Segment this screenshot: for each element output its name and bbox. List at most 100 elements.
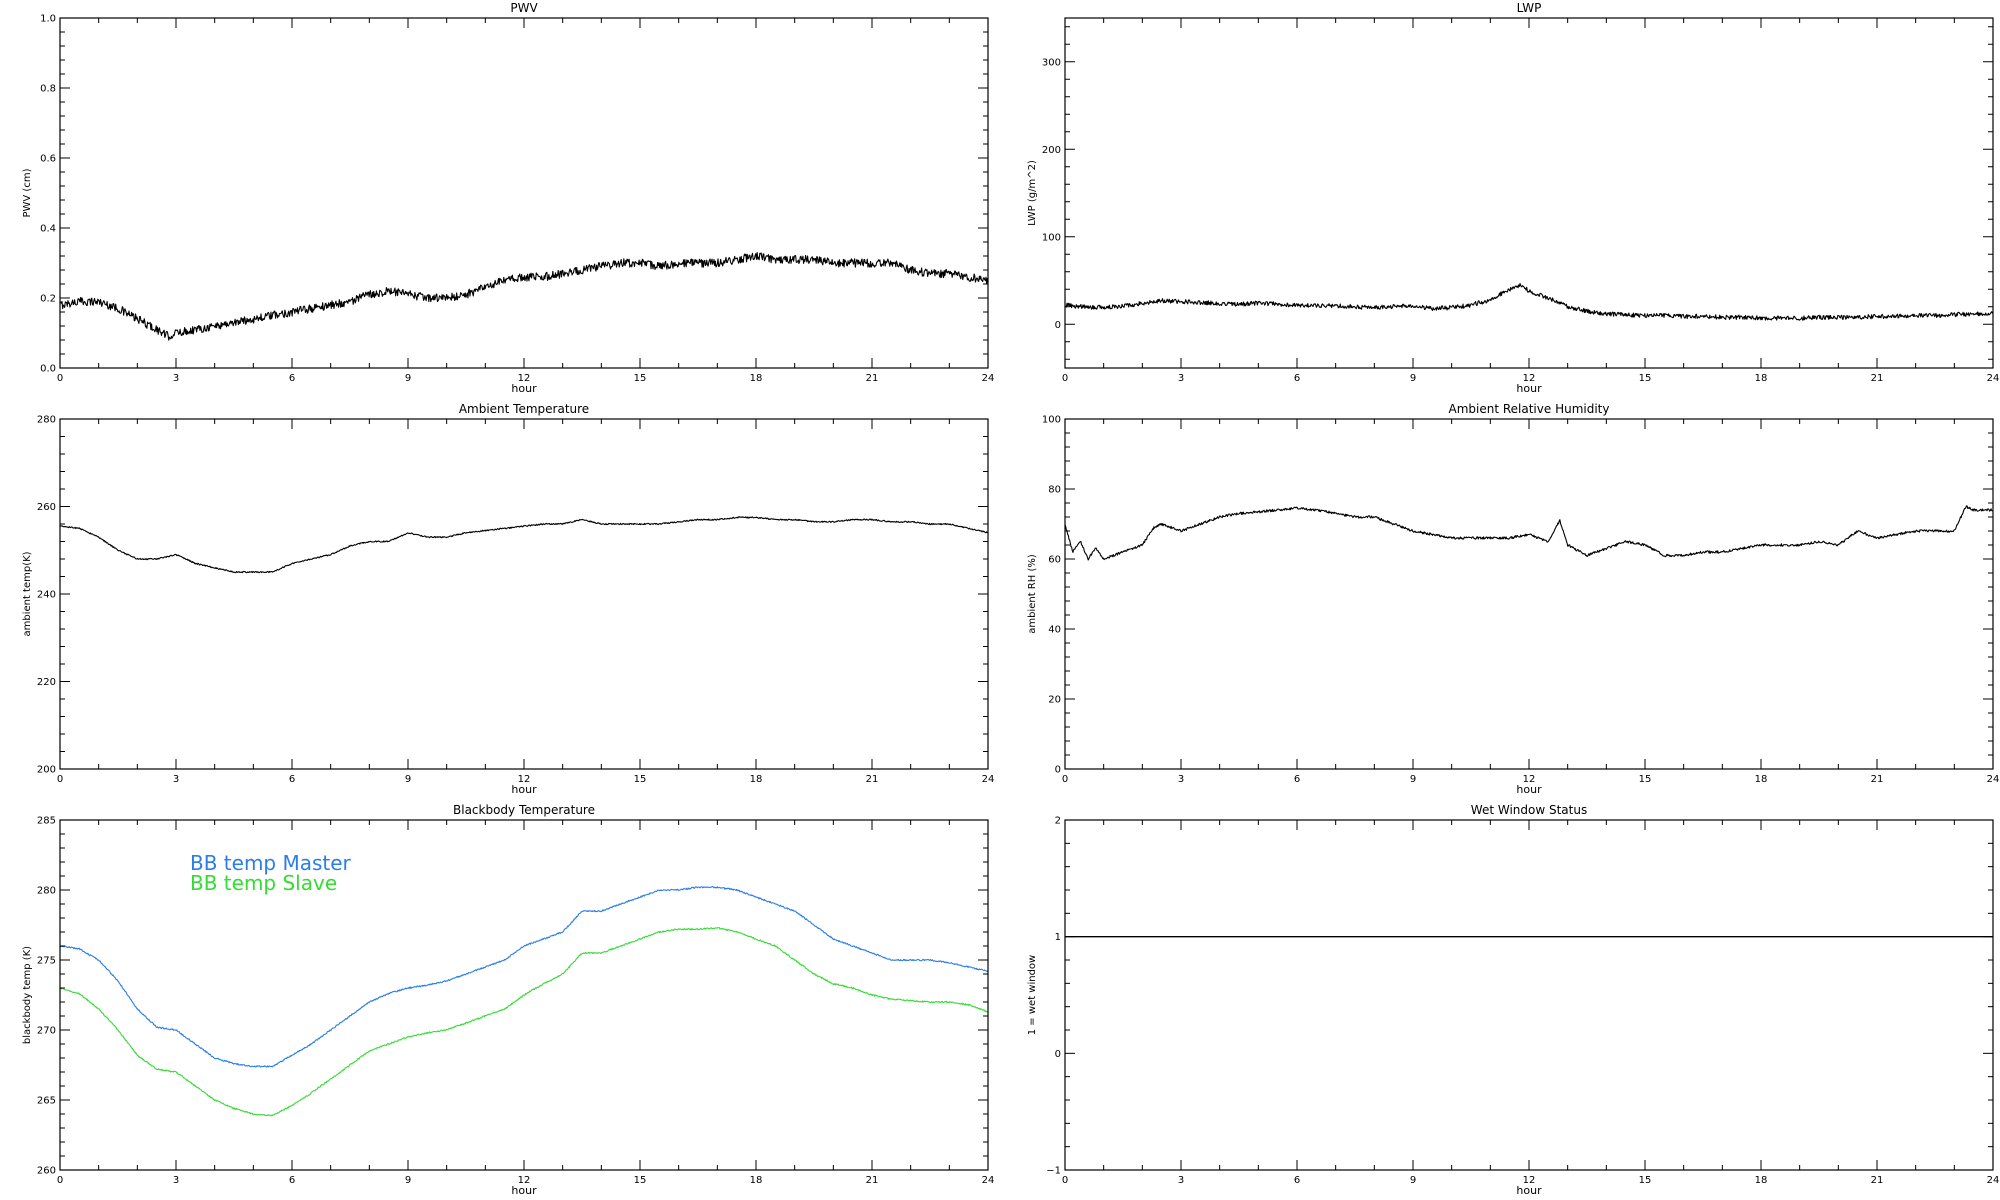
series-line-0 <box>60 516 988 574</box>
x-tick-label: 21 <box>866 373 879 384</box>
chart-panel-wet-window-status: Wet Window Status hour 1 = wet window 0 3 6 9 1… <box>1027 803 1999 1197</box>
x-tick-label: 21 <box>866 774 879 785</box>
x-tick-label: 18 <box>750 1175 763 1186</box>
series-line-0 <box>1065 282 1993 321</box>
x-tick-label: 12 <box>518 774 531 785</box>
y-tick-label: 100 <box>1042 415 1061 426</box>
series-line-0 <box>60 885 988 1068</box>
y-tick-label: 220 <box>37 677 56 688</box>
y-tick-label: 80 <box>1048 485 1061 496</box>
legend-entry: BB temp Slave <box>190 871 337 895</box>
y-tick-label: 260 <box>37 502 56 513</box>
x-tick-label: 12 <box>1523 774 1536 785</box>
y-tick-label: 285 <box>37 816 56 827</box>
x-tick-label: 6 <box>1294 774 1300 785</box>
x-tick-label: 15 <box>634 774 647 785</box>
chart-panel-ambient-relative-humidity: Ambient Relative Humidity hour ambient RH … <box>1027 402 1999 796</box>
y-tick-label: 2 <box>1055 816 1061 827</box>
x-axis-label: hour <box>1516 783 1542 796</box>
y-tick-label: 0.4 <box>40 224 56 235</box>
y-axis-label: PWV (cm) <box>22 168 33 217</box>
x-axis-label: hour <box>511 783 537 796</box>
y-tick-label: 0 <box>1055 765 1061 776</box>
chart-title: Wet Window Status <box>1471 803 1587 817</box>
x-tick-label: 3 <box>173 373 179 384</box>
x-tick-label: 24 <box>1987 373 2000 384</box>
y-tick-label: 280 <box>37 886 56 897</box>
x-tick-label: 6 <box>289 1175 295 1186</box>
x-tick-label: 9 <box>405 774 411 785</box>
x-axis-label: hour <box>511 1184 537 1197</box>
x-tick-label: 21 <box>1871 1175 1884 1186</box>
chart-panel-ambient-temperature: Ambient Temperature hour ambient temp(K) 0 3… <box>22 402 994 796</box>
chart-title: PWV <box>510 1 538 15</box>
y-tick-label: 1.0 <box>40 14 56 25</box>
x-tick-label: 9 <box>405 373 411 384</box>
y-axis-label: blackbody temp (K) <box>22 946 33 1044</box>
x-tick-label: 15 <box>634 373 647 384</box>
y-tick-label: 265 <box>37 1096 56 1107</box>
x-tick-label: 15 <box>1639 774 1652 785</box>
x-tick-label: 21 <box>1871 373 1884 384</box>
plot-frame <box>1064 17 1994 369</box>
plot-frame <box>1064 819 1994 1171</box>
x-tick-label: 18 <box>750 373 763 384</box>
x-tick-label: 6 <box>289 373 295 384</box>
series-line-0 <box>60 251 988 341</box>
x-tick-label: 0 <box>1062 373 1068 384</box>
x-tick-label: 24 <box>1987 1175 2000 1186</box>
x-tick-label: 9 <box>1410 1175 1416 1186</box>
x-tick-label: 0 <box>57 373 63 384</box>
y-tick-label: 275 <box>37 956 56 967</box>
chart-title: LWP <box>1517 1 1542 15</box>
y-axis-label: 1 = wet window <box>1027 955 1038 1035</box>
y-tick-label: 300 <box>1042 57 1061 68</box>
y-tick-label: 200 <box>37 765 56 776</box>
x-tick-label: 21 <box>866 1175 879 1186</box>
x-tick-label: 18 <box>1755 774 1768 785</box>
x-tick-label: 3 <box>1178 774 1184 785</box>
y-tick-label: 100 <box>1042 232 1061 243</box>
y-tick-label: −1 <box>1046 1166 1061 1177</box>
y-tick-label: 60 <box>1048 555 1061 566</box>
y-tick-label: 0 <box>1055 1049 1061 1060</box>
y-tick-label: 260 <box>37 1166 56 1177</box>
x-tick-label: 3 <box>1178 1175 1184 1186</box>
x-tick-label: 24 <box>982 774 995 785</box>
x-tick-label: 15 <box>1639 373 1652 384</box>
series-line-1 <box>60 927 988 1117</box>
y-axis-label: ambient temp(K) <box>22 551 33 636</box>
chart-panel-lwp: LWP hour LWP (g/m^2) 0 3 6 9 12 15 18 21 24 0 100 200 3… <box>1027 1 1999 395</box>
y-tick-label: 0.8 <box>40 84 56 95</box>
y-tick-label: 270 <box>37 1026 56 1037</box>
x-tick-label: 6 <box>289 774 295 785</box>
x-tick-label: 0 <box>57 1175 63 1186</box>
x-tick-label: 12 <box>1523 1175 1536 1186</box>
chart-title: Ambient Relative Humidity <box>1449 402 1610 416</box>
y-tick-label: 0 <box>1055 320 1061 331</box>
y-axis-label: ambient RH (%) <box>1027 554 1038 634</box>
x-axis-label: hour <box>1516 1184 1542 1197</box>
y-tick-label: 0.2 <box>40 294 56 305</box>
plot-frame <box>59 17 989 369</box>
x-tick-label: 9 <box>1410 774 1416 785</box>
x-tick-label: 24 <box>982 1175 995 1186</box>
y-tick-label: 20 <box>1048 695 1061 706</box>
x-tick-label: 3 <box>173 1175 179 1186</box>
chart-title: Ambient Temperature <box>459 402 589 416</box>
x-axis-label: hour <box>1516 382 1542 395</box>
x-tick-label: 0 <box>57 774 63 785</box>
x-axis-label: hour <box>511 382 537 395</box>
x-tick-label: 18 <box>750 774 763 785</box>
y-tick-label: 1 <box>1055 932 1061 943</box>
x-tick-label: 0 <box>1062 774 1068 785</box>
plot-frame <box>1064 418 1994 770</box>
chart-panel-blackbody-temperature: Blackbody Temperature hour blackbody temp … <box>22 803 994 1197</box>
x-tick-label: 24 <box>982 373 995 384</box>
chart-title: Blackbody Temperature <box>453 803 595 817</box>
x-tick-label: 9 <box>405 1175 411 1186</box>
x-tick-label: 12 <box>518 1175 531 1186</box>
x-tick-label: 18 <box>1755 373 1768 384</box>
x-tick-label: 24 <box>1987 774 2000 785</box>
